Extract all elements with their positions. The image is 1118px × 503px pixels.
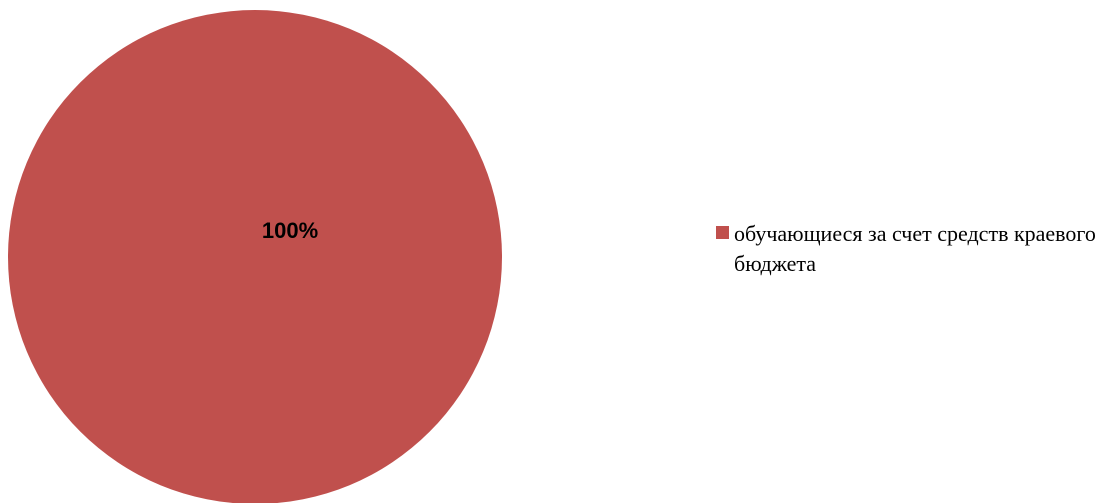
data-label-0: 100% (262, 218, 318, 243)
legend: обучающиеся за счет средств краевого бюд… (716, 219, 1116, 279)
pie-slice-0 (8, 10, 502, 503)
pie-slices (8, 10, 502, 503)
legend-entry-0: обучающиеся за счет средств краевого бюд… (734, 221, 1096, 276)
legend-swatch-0 (716, 226, 729, 239)
